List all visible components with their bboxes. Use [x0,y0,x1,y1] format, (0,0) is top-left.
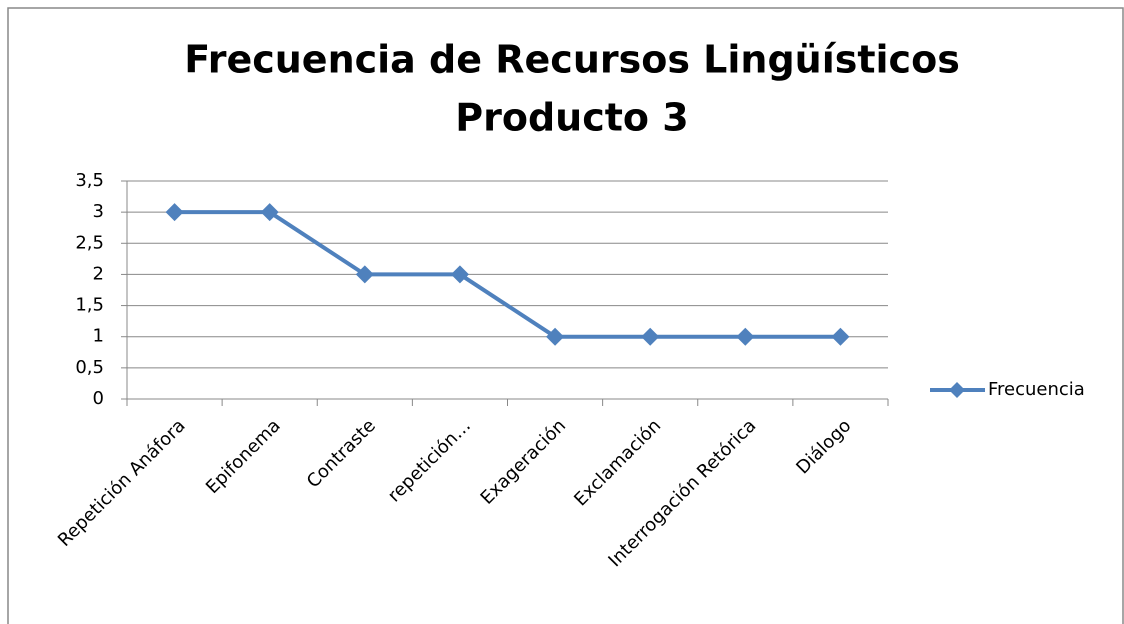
y-tick-label: 1 [93,326,104,347]
point-marker [831,327,850,346]
legend-marker [949,382,965,398]
chart-frame [7,7,1124,624]
point-marker [546,327,565,346]
y-tick-label: 1,5 [75,295,104,316]
series-line [174,210,841,339]
y-tick-label: 2,5 [75,232,104,253]
y-tick-label: 3,5 [75,170,104,191]
point-marker [355,265,374,284]
point-marker [736,327,755,346]
chart-title: Producto 3 [455,96,688,140]
point-marker [165,203,184,222]
y-tick-label: 3 [93,201,104,222]
legend-label: Frecuencia [988,379,1085,400]
point-marker [641,327,660,346]
chart-title: Frecuencia de Recursos Lingüísticos [184,38,960,82]
y-tick-label: 0,5 [75,357,104,378]
point-marker [450,265,469,284]
y-tick-label: 0 [93,388,104,409]
point-marker [260,203,279,222]
y-tick-label: 2 [93,263,104,284]
